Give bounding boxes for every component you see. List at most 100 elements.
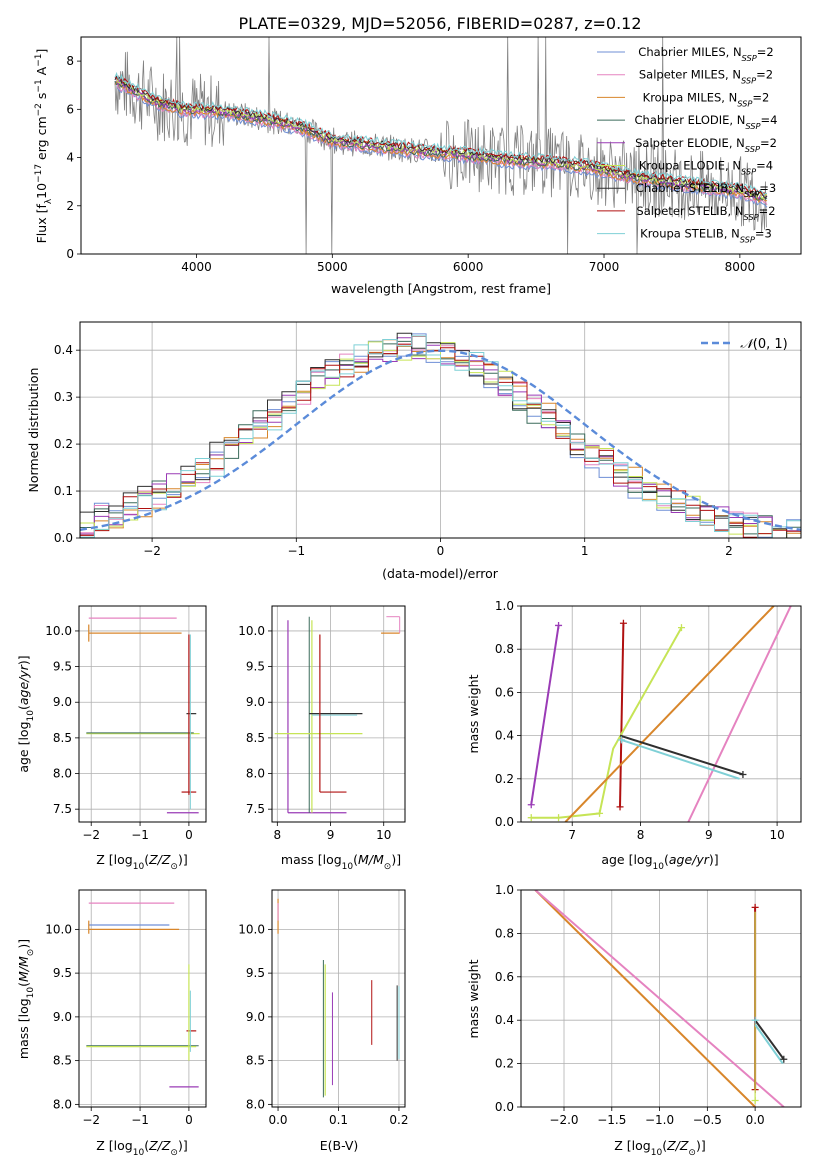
y-tick-label: 0.6 [495, 685, 514, 699]
label-part: Z/Z [666, 1138, 689, 1153]
weight-z-panel: −2.0 −1.5 −1.0 −0.5 0.0 0.0 0.2 0.4 0.6 0.8 1.0 Z [… [466, 883, 802, 1158]
x-tick-label: 0.0 [746, 1113, 765, 1127]
label-part: Z/Z [148, 852, 171, 867]
marker [555, 621, 563, 629]
marker [616, 803, 624, 811]
plot-area [114, 37, 768, 254]
label-part: M/M [16, 956, 31, 982]
label-part: )] [16, 939, 31, 949]
label-part: Kroupa ELODIE, N [639, 159, 741, 173]
y-axis-label: mass weight [466, 959, 481, 1038]
plot-area [521, 606, 801, 822]
axes-frame [80, 36, 802, 255]
label-part: mass [log [281, 852, 342, 867]
weight-line [619, 623, 625, 807]
x-tick-label: −1 [131, 828, 149, 842]
residual-histogram [80, 335, 801, 538]
label-part: SSP [741, 76, 756, 86]
label-part: ] [34, 49, 49, 54]
label-part: )] [696, 1138, 706, 1153]
label-part: 10 [26, 987, 36, 999]
label-part: ( [353, 852, 358, 867]
label-part: Chabrier STELIB, N [636, 181, 744, 195]
residual-panel: −2 −1 0 1 2 0.0 0.1 0.2 0.3 0.4 (data-model)/error… [26, 321, 802, 581]
label-part: 10 [653, 862, 665, 872]
plot-area [80, 322, 801, 538]
y-tick-label: 10.0 [45, 922, 72, 936]
label-part: Kroupa STELIB, N [640, 227, 740, 241]
label-part: Flux [f [34, 204, 49, 244]
model-spectrum [114, 75, 768, 199]
label-part: 10 [34, 183, 49, 199]
x-tick-label: 0.2 [389, 1113, 408, 1127]
legend-entry: 𝒩(0, 1) [740, 337, 787, 352]
weight-line [530, 625, 560, 805]
label-part: SSP [745, 121, 760, 131]
y-axis-label: Flux [fλ10−17 erg cm−2 s−1 A−1] [34, 49, 54, 244]
plot-area [272, 606, 405, 822]
label-part: −2 [34, 103, 44, 116]
y-tick-label: 0.4 [495, 729, 514, 743]
label-part: =3 [759, 181, 776, 195]
y-tick-label: 8.5 [246, 1054, 265, 1068]
y-tick-label: 10.0 [238, 922, 265, 936]
axes-frame [271, 605, 406, 823]
x-tick-label: 8 [637, 828, 645, 842]
y-tick-label: 0.8 [495, 642, 514, 656]
legend-entry: Chabrier STELIB, NSSP=3 [636, 181, 776, 199]
label-part: SSP [741, 167, 756, 177]
y-tick-label: 0.8 [495, 926, 514, 940]
age-z-panel: −2 −1 07.58.08.59.09.510.0Z [log10(Z/Z⊙)]a… [16, 605, 207, 872]
x-tick-label: 0.1 [329, 1113, 348, 1127]
x-tick-label: −0.5 [693, 1113, 722, 1127]
weight-line [619, 734, 744, 776]
y-axis-label: Normed distribution [26, 368, 41, 493]
label-part: −1 [34, 79, 44, 92]
axes-frame [520, 889, 802, 1108]
normal-curve [80, 349, 801, 531]
y-tick-label: 0.1 [54, 484, 73, 498]
weight-line [534, 890, 756, 1107]
label-part: age [log [16, 721, 31, 772]
y-tick-label: 1.0 [495, 883, 514, 897]
weight-line [564, 606, 775, 822]
marker [527, 801, 535, 809]
label-part: ⊙ [170, 862, 178, 872]
label-part: =2 [760, 136, 777, 150]
label-part: (0, 1) [753, 337, 788, 352]
y-tick-label: 8.5 [246, 731, 265, 745]
label-part: Salpeter MILES, N [639, 68, 741, 82]
label-part: )] [16, 655, 31, 665]
y-tick-label: 0.0 [54, 531, 73, 545]
x-tick-label: 0 [185, 828, 193, 842]
y-tick-label: 9.5 [53, 660, 72, 674]
label-part: Z [log [96, 852, 132, 867]
label-part: A [34, 66, 49, 79]
label-part: Salpeter ELODIE, N [635, 136, 745, 150]
label-part: =2 [759, 204, 776, 218]
label-part: =2 [752, 90, 769, 104]
residual-histogram [80, 335, 801, 538]
model-spectrum [114, 71, 768, 196]
y-tick-label: 0.2 [495, 772, 514, 786]
axes-frame [78, 605, 207, 823]
y-tick-label: 9.0 [53, 1010, 72, 1024]
label-part: s [34, 93, 49, 104]
x-tick-label: 7000 [589, 260, 620, 274]
label-part: age/yr [16, 664, 31, 705]
x-axis-label: E(B-V) [320, 1138, 359, 1153]
label-part: Z/Z [148, 1138, 171, 1153]
x-tick-label: −1.0 [645, 1113, 674, 1127]
y-axis-label: mass weight [466, 674, 481, 753]
plot-area [521, 890, 801, 1107]
x-tick-label: 6000 [453, 260, 484, 274]
x-tick-label: 1 [581, 544, 589, 558]
x-tick-label: −2.0 [549, 1113, 578, 1127]
y-tick-label: 9.5 [53, 966, 72, 980]
legend-entry: Salpeter ELODIE, NSSP=2 [635, 136, 777, 154]
marker [617, 736, 625, 744]
label-part: =4 [756, 159, 773, 173]
y-tick-label: 9.0 [246, 695, 265, 709]
